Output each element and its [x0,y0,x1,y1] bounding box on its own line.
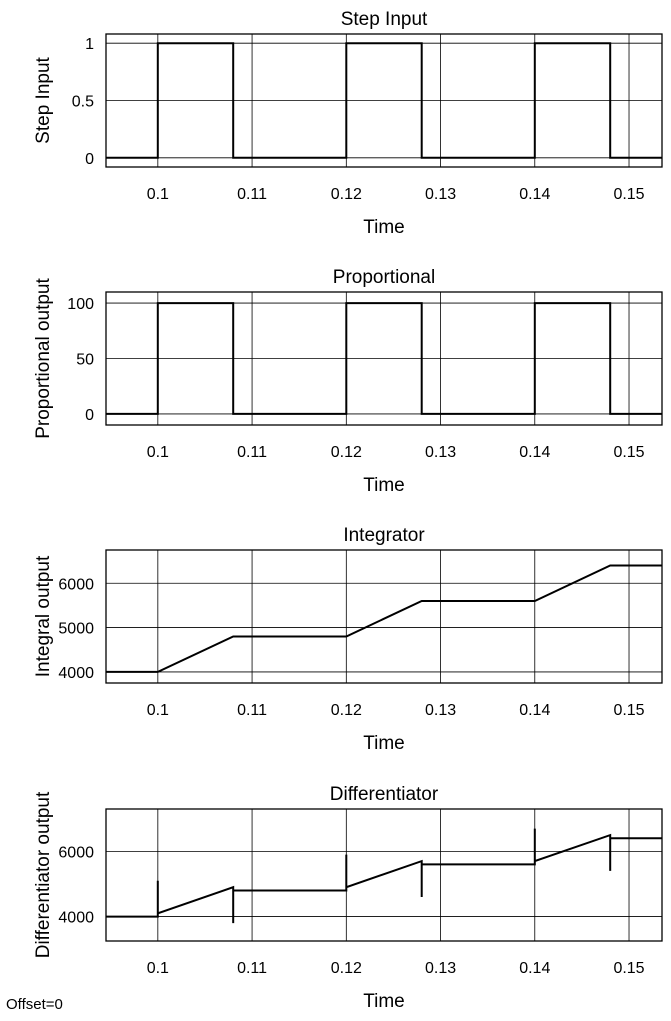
x-axis-label: Time [363,733,405,754]
y-axis-label: Step Input [33,56,54,143]
x-tick-label: 0.12 [331,444,362,461]
x-tick-label: 0.15 [613,960,644,977]
chart-panel-4: 0.1 0.11 0.12 0.13 0.14 0.1540006000Different… [33,784,663,1012]
axes-frame [105,808,663,942]
y-tick-label: 100 [67,296,94,313]
y-axis-label: Differentiator output [33,791,54,958]
x-tick-label: 0.1 [147,960,169,977]
y-tick-label: 1 [85,36,94,53]
x-axis-label: Time [363,217,405,238]
y-axis-label: Integral output [33,555,54,677]
chart-panel-2: 0.1 0.11 0.12 0.13 0.14 0.15 0 50 100 Proportiona… [33,267,663,496]
y-tick-label: 4000 [58,910,94,927]
x-tick-label: 0.13 [425,444,456,461]
y-tick-label: 0 [85,151,94,168]
series-line-1 [106,302,662,415]
x-tick-label: 0.13 [425,702,456,719]
x-tick-label: 0.12 [331,702,362,719]
y-tick-label: 0 [85,407,94,424]
x-axis-label: Time [363,991,405,1012]
chart-panel-3: 0.1 0.11 0.12 0.13 0.14 0.15400050006000Integ… [33,525,663,754]
x-tick-label: 0.15 [613,444,644,461]
chart-title: Step Input [341,9,428,30]
series-line-1 [106,564,662,673]
chart-title: Integrator [343,525,425,546]
y-axis-label: Proportional output [33,278,54,439]
x-tick-label: 0.1 [147,186,169,203]
chart-panel-1: 0.1 0.11 0.12 0.13 0.14 0.15 0 0.5 1 Step Input Ti… [33,9,663,238]
x-tick-label: 0.12 [331,186,362,203]
chart-title: Proportional [333,267,435,288]
x-tick-label: 0.15 [613,186,644,203]
x-tick-label: 0.11 [237,186,267,203]
x-tick-label: 0.11 [237,960,267,977]
offset-label: Offset=0 [6,996,63,1013]
x-tick-label: 0.15 [613,702,644,719]
y-tick-label: 5000 [58,621,94,638]
x-axis-label: Time [363,475,405,496]
x-tick-label: 0.14 [519,186,550,203]
x-tick-label: 0.11 [237,444,267,461]
x-tick-label: 0.14 [519,444,550,461]
x-tick-label: 0.12 [331,960,362,977]
x-tick-label: 0.1 [147,702,169,719]
x-tick-label: 0.1 [147,444,169,461]
y-tick-label: 4000 [58,665,94,682]
plot-area [106,550,662,683]
axes-frame [105,549,663,684]
y-tick-label: 50 [76,352,94,369]
x-tick-label: 0.13 [425,960,456,977]
y-tick-label: 6000 [58,844,94,861]
y-tick-label: 6000 [58,576,94,593]
x-tick-label: 0.11 [237,702,267,719]
series-line-1 [106,42,662,159]
x-tick-label: 0.14 [519,702,550,719]
x-tick-label: 0.13 [425,186,456,203]
axes-frame [105,291,663,426]
series-line-1 [106,828,662,924]
axes-frame [105,33,663,168]
x-tick-label: 0.14 [519,960,550,977]
y-tick-label: 0.5 [72,94,94,111]
chart-title: Differentiator [330,784,439,805]
